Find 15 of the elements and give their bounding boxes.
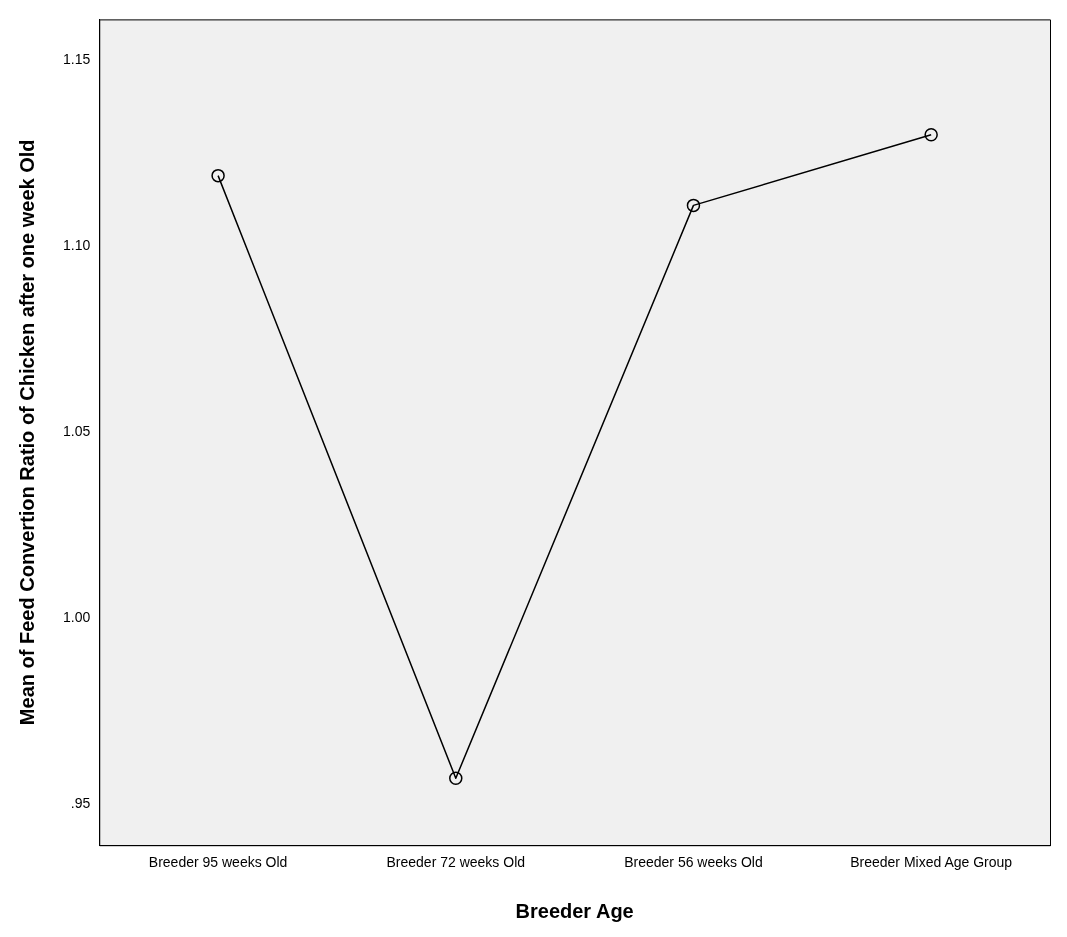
y-tick-label: 1.05 [63,423,91,440]
x-axis-title: Breeder Age [515,899,634,922]
point [449,771,463,785]
point [686,198,701,213]
y-tick-label: 1.00 [63,609,91,626]
point [924,127,938,142]
point [211,168,225,183]
x-tick-label: Breeder Mixed Age Group [850,854,1013,871]
x-tick-label: Breeder 95 weeks Old [148,854,288,871]
x-tick-label: Breeder 56 weeks Old [624,854,763,871]
y-axis-title: Mean of Feed Convertion Ratio of Chicken after one week Old [15,139,38,726]
y-tick-label: .95 [70,795,91,812]
y-tick-label: 1.15 [63,51,91,68]
x-tick-label: Breeder 72 weeks Old [386,854,526,871]
y-tick-label: 1.10 [63,237,91,254]
